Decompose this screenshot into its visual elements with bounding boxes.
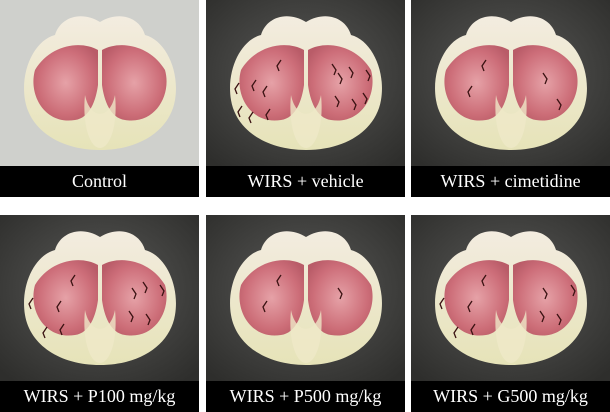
panel: WIRS + vehicle <box>206 0 405 197</box>
caption: WIRS + vehicle <box>206 166 405 197</box>
stomach-photo <box>206 215 405 381</box>
caption: WIRS + P100 mg/kg <box>0 381 199 412</box>
caption: WIRS + cimetidine <box>411 166 610 197</box>
stomach-photo <box>411 0 610 166</box>
panel: WIRS + P500 mg/kg <box>206 215 405 412</box>
caption: WIRS + G500 mg/kg <box>411 381 610 412</box>
stomach-photo <box>411 215 610 381</box>
caption: Control <box>0 166 199 197</box>
panel: WIRS + cimetidine <box>411 0 610 197</box>
panel: WIRS + G500 mg/kg <box>411 215 610 412</box>
panel: Control <box>0 0 199 197</box>
stomach-photo <box>0 215 199 381</box>
panel: WIRS + P100 mg/kg <box>0 215 199 412</box>
stomach-photo <box>0 0 199 166</box>
stomach-photo <box>206 0 405 166</box>
caption: WIRS + P500 mg/kg <box>206 381 405 412</box>
